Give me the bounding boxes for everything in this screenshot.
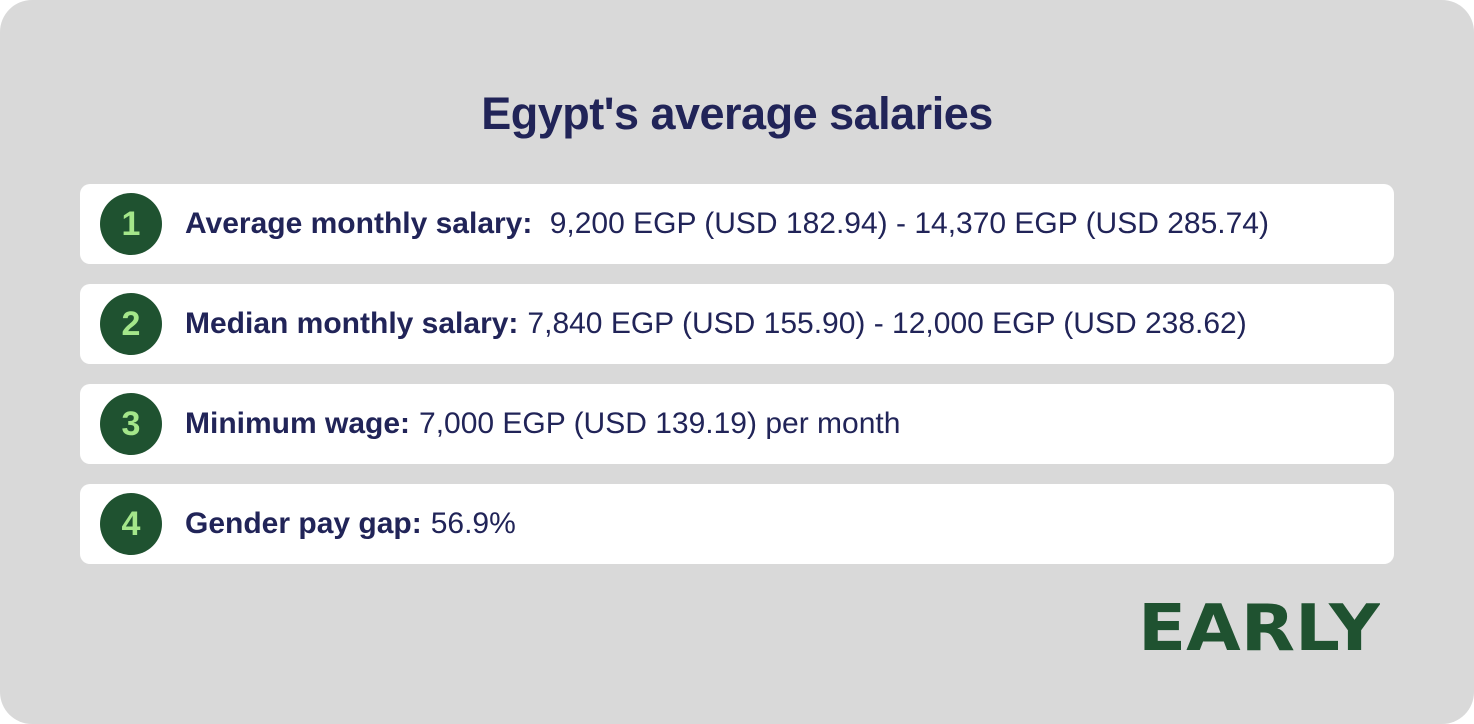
item-value: 7,000 EGP (USD 139.19) per month: [419, 407, 901, 440]
item-value: 56.9%: [430, 507, 516, 540]
list-item-average-salary: 1 Average monthly salary: 9,200 EGP (USD…: [80, 184, 1394, 264]
list-item-median-salary: 2 Median monthly salary: 7,840 EGP (USD …: [80, 284, 1394, 364]
item-value: 9,200 EGP (USD 182.94) - 14,370 EGP (USD…: [541, 207, 1269, 240]
number-badge: 2: [100, 293, 162, 355]
number-badge: 1: [100, 193, 162, 255]
item-text: Gender pay gap: 56.9%: [185, 484, 516, 564]
list-item-gender-pay-gap: 4 Gender pay gap: 56.9%: [80, 484, 1394, 564]
number-badge: 4: [100, 493, 162, 555]
item-text: Average monthly salary: 9,200 EGP (USD 1…: [185, 184, 1269, 264]
item-text: Median monthly salary: 7,840 EGP (USD 15…: [185, 284, 1247, 364]
item-label: Gender pay gap:: [185, 507, 422, 540]
item-text: Minimum wage: 7,000 EGP (USD 139.19) per…: [185, 384, 900, 464]
item-value: 7,840 EGP (USD 155.90) - 12,000 EGP (USD…: [527, 307, 1247, 340]
early-logo: EARLY: [1138, 596, 1380, 658]
item-label: Average monthly salary:: [185, 207, 533, 240]
item-label: Minimum wage:: [185, 407, 411, 440]
item-label: Median monthly salary:: [185, 307, 519, 340]
logo-text: EARLY: [1138, 596, 1380, 658]
list-item-minimum-wage: 3 Minimum wage: 7,000 EGP (USD 139.19) p…: [80, 384, 1394, 464]
number-badge: 3: [100, 393, 162, 455]
page-title: Egypt's average salaries: [481, 88, 993, 139]
